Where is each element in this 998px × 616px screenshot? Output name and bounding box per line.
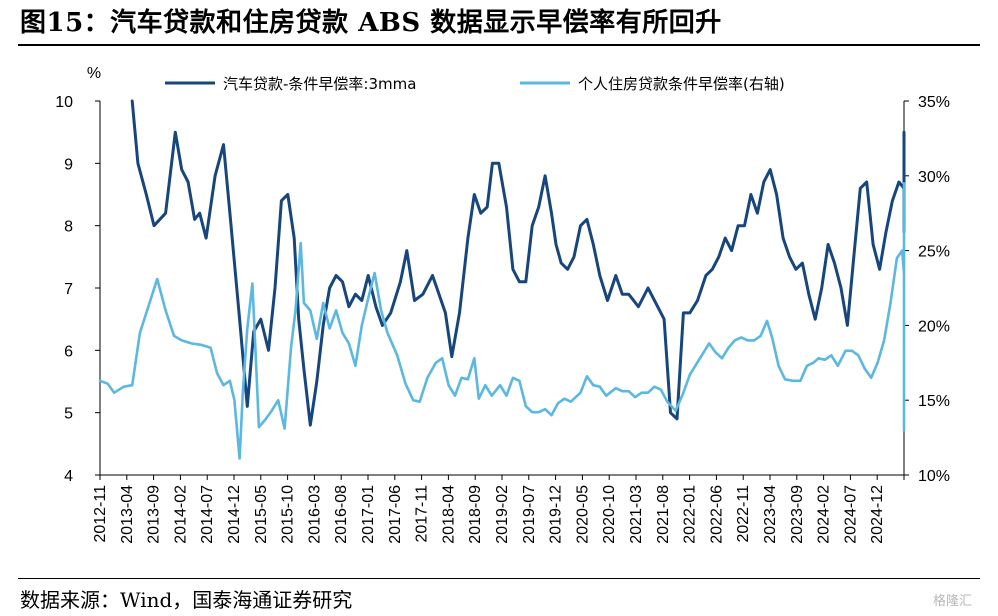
right-tick-label: 25% (918, 244, 950, 261)
x-tick-label: 2013-04 (119, 485, 136, 544)
legend-label: 汽车贷款-条件早偿率:3mma (223, 75, 416, 93)
x-tick-label: 2020-05 (574, 485, 591, 544)
left-tick-label: 8 (64, 219, 73, 236)
left-tick-label: 7 (64, 281, 73, 298)
series-housing-loan-line (98, 182, 906, 460)
x-tick-label: 2023-04 (762, 485, 779, 544)
left-axis-unit: % (87, 65, 101, 82)
left-tick-label: 10 (55, 94, 73, 111)
axis-ticks: % 4 5 6 7 8 9 10 10% 15% 20% 25% 30% 35% 2012-11 2013-0… (55, 65, 950, 544)
x-tick-label: 2019-12 (548, 485, 565, 544)
right-tick-label: 15% (918, 393, 950, 410)
x-tick-label: 2018-04 (440, 485, 457, 544)
x-tick-label: 2015-10 (280, 485, 297, 544)
x-tick-label: 2016-03 (306, 485, 323, 544)
right-tick-label: 10% (918, 468, 950, 485)
x-tick-label: 2021-03 (628, 485, 645, 544)
legend-label: 个人住房贷款条件早偿率(右轴) (578, 75, 785, 93)
x-tick-label: 2021-08 (655, 485, 672, 544)
watermark-logo: 格隆汇 (932, 594, 972, 609)
x-tick-label: 2024-02 (816, 485, 833, 544)
x-tick-label: 2023-09 (789, 485, 806, 544)
x-tick-label: 2017-01 (360, 485, 377, 544)
x-tick-label: 2024-12 (869, 485, 886, 544)
left-tick-label: 6 (64, 343, 73, 360)
x-tick-label: 2019-07 (521, 485, 538, 544)
source-note: 数据来源：Wind，国泰海通证券研究 (20, 588, 353, 612)
x-tick-label: 2018-09 (467, 485, 484, 544)
x-tick-label: 2014-02 (172, 485, 189, 544)
series-auto-loan-line (130, 99, 906, 427)
x-tick-label: 2015-05 (253, 485, 270, 544)
chart-legend: 汽车贷款-条件早偿率:3mma 个人住房贷款条件早偿率(右轴) (165, 75, 785, 93)
x-tick-label: 2024-07 (842, 485, 859, 544)
chart-series (98, 99, 906, 460)
right-tick-label: 20% (918, 318, 950, 335)
x-tick-label: 2022-11 (735, 485, 752, 543)
x-tick-label: 2014-07 (199, 485, 216, 544)
right-tick-label: 30% (918, 169, 950, 186)
source-divider (18, 578, 980, 579)
x-tick-label: 2017-06 (387, 485, 404, 544)
left-tick-label: 4 (64, 468, 73, 485)
x-tick-label: 2012-11 (92, 485, 109, 543)
x-tick-label: 2017-11 (414, 485, 431, 543)
left-tick-label: 9 (64, 156, 73, 173)
x-tick-label: 2022-01 (682, 485, 699, 544)
left-tick-label: 5 (64, 406, 73, 423)
x-tick-label: 2014-12 (226, 485, 243, 544)
chart-title: 图15：汽车贷款和住房贷款 ABS 数据显示早偿率有所回升 (20, 8, 722, 38)
x-tick-label: 2016-08 (333, 485, 350, 544)
x-tick-label: 2019-02 (494, 485, 511, 544)
right-tick-label: 35% (918, 94, 950, 111)
x-tick-label: 2013-09 (146, 485, 163, 544)
x-tick-label: 2020-10 (601, 485, 618, 544)
x-tick-label: 2022-06 (708, 485, 725, 544)
title-divider (18, 44, 980, 46)
